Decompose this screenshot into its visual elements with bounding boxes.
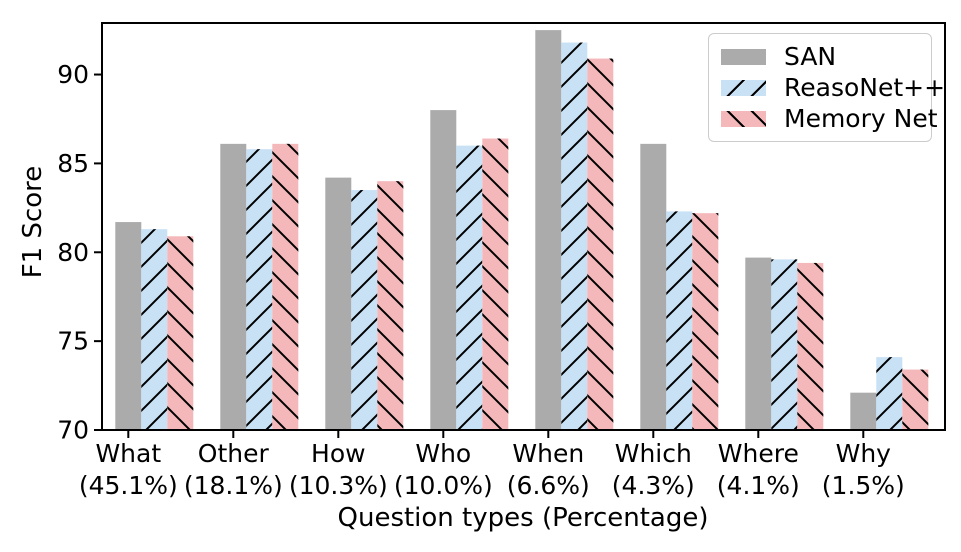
bar-hatch-overlay [141, 229, 168, 430]
bar-hatch-overlay [246, 149, 273, 430]
bar-hatch-overlay [456, 145, 483, 431]
x-axis-tick-percentage: (18.1%) [184, 471, 283, 500]
bar-hatch-overlay [351, 190, 378, 430]
legend-swatch-memorynet-icon [721, 110, 766, 127]
x-axis-tick-percentage: (10.0%) [394, 471, 493, 500]
y-axis-tick-label: 90 [57, 60, 89, 89]
plot-border [101, 22, 946, 431]
bar-san-how [325, 177, 352, 430]
legend-label-san: SAN [784, 42, 837, 71]
legend-swatch-san-icon [721, 48, 766, 65]
x-axis-tick-percentage: (10.3%) [289, 471, 388, 500]
x-axis-tick-label: Which [615, 439, 692, 468]
x-axis-tick-percentage: (1.5%) [822, 471, 905, 500]
bar-hatch-overlay [797, 262, 824, 430]
bar-san-where [745, 257, 772, 430]
bar-san-other [220, 143, 247, 430]
x-axis-tick-label: How [311, 439, 366, 468]
bar-hatch-overlay [876, 357, 903, 430]
y-axis-tick-label: 75 [57, 327, 89, 356]
bar-san-when [535, 30, 562, 431]
bar-san-why [850, 392, 877, 430]
x-axis-tick-percentage: (45.1%) [79, 471, 178, 500]
y-axis-tick-label: 85 [57, 149, 89, 178]
bar-hatch-overlay [666, 211, 693, 430]
bar-hatch-overlay [587, 58, 614, 431]
x-axis-tick-percentage: (4.3%) [612, 471, 695, 500]
bar-hatch-overlay [771, 259, 798, 430]
x-axis-tick-label: Why [836, 439, 892, 468]
bar-hatch-overlay [167, 236, 194, 430]
y-axis-tick-label: 70 [57, 416, 89, 445]
x-axis-tick-label: Who [415, 439, 471, 468]
bar-hatch-overlay [561, 42, 588, 430]
x-axis-tick-percentage: (6.6%) [507, 471, 590, 500]
legend-label-reasonet: ReasoNet++ [784, 73, 946, 102]
y-axis-label: F1 Score [18, 165, 48, 279]
bar-san-who [430, 110, 457, 430]
legend-box: SAN ReasoNet++ Memory Net [708, 33, 945, 142]
x-axis-label: Question types (Percentage) [337, 503, 709, 533]
legend-item-san: SAN [721, 44, 919, 69]
x-axis-tick-label: When [512, 439, 584, 468]
bar-hatch-overlay [692, 213, 719, 430]
bar-hatch-overlay [272, 143, 299, 430]
bar-hatch-overlay [482, 138, 509, 430]
bars-layer [115, 30, 929, 431]
legend-swatch-reasonet-icon [721, 79, 766, 96]
x-axis-tick-label: What [95, 439, 161, 468]
legend-item-memorynet: Memory Net [721, 106, 938, 131]
y-axis-tick-label: 80 [57, 238, 89, 267]
x-axis-tick-label: Other [198, 439, 270, 468]
x-axis-tick-label: Where [718, 439, 799, 468]
bar-san-which [640, 143, 667, 430]
legend-label-memorynet: Memory Net [784, 104, 938, 133]
x-axis-tick-percentage: (4.1%) [717, 471, 800, 500]
bar-san-what [115, 222, 142, 430]
axes-layer: 70 75 80 85 90 What (45.1%) Other (18.1%) How (10.… [57, 22, 946, 500]
bar-hatch-overlay [377, 181, 404, 430]
bar-hatch-overlay [902, 369, 929, 430]
legend-item-reasonet: ReasoNet++ [721, 75, 945, 100]
